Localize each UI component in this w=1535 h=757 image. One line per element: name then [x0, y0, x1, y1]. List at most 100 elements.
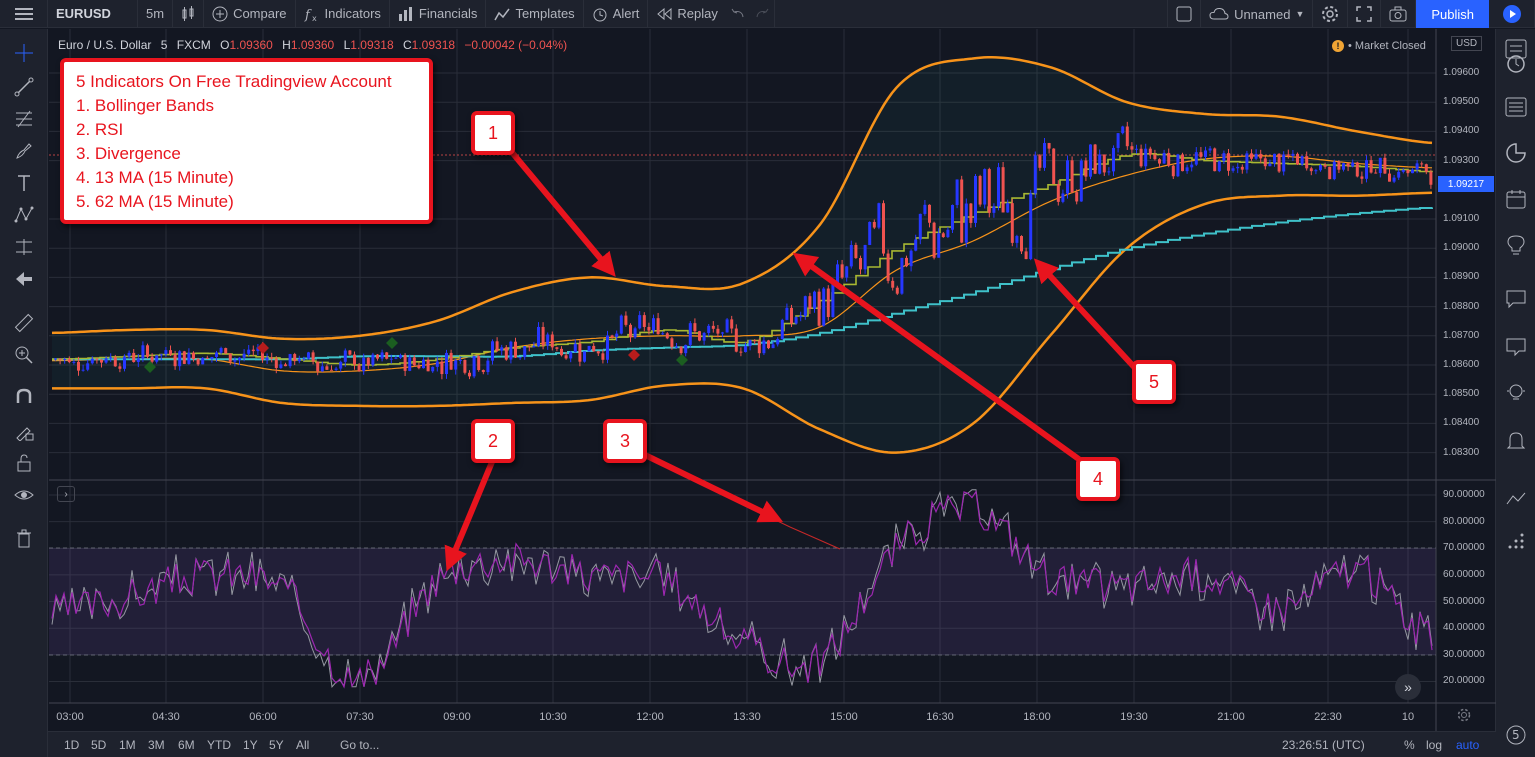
- scroll-to-realtime-button[interactable]: »: [1395, 674, 1421, 700]
- fib-tool-icon[interactable]: [12, 107, 36, 131]
- settings-button[interactable]: [1313, 0, 1349, 28]
- arrow-left-icon[interactable]: [12, 267, 36, 291]
- candle: [955, 179, 959, 205]
- candle: [937, 233, 941, 258]
- text-tool-icon[interactable]: [12, 171, 36, 195]
- candle: [233, 360, 237, 362]
- eye-icon[interactable]: [12, 483, 36, 507]
- candle: [1158, 159, 1161, 164]
- timeframe-button[interactable]: 1M: [119, 738, 136, 752]
- signal-diamond: [676, 354, 688, 366]
- trend-line-icon[interactable]: [12, 75, 36, 99]
- dots-grid-icon[interactable]: [1504, 529, 1528, 553]
- calendar-icon[interactable]: [1504, 187, 1528, 211]
- unlock-icon[interactable]: [12, 451, 36, 475]
- timeframe-button[interactable]: YTD: [207, 738, 231, 752]
- lightbulb-icon[interactable]: [1504, 233, 1528, 257]
- alarm-clock-icon[interactable]: [1504, 51, 1528, 75]
- watchlist-icon[interactable]: [1504, 37, 1528, 61]
- financials-button[interactable]: Financials: [390, 0, 487, 28]
- candle: [1052, 148, 1056, 185]
- stream-button[interactable]: [1489, 0, 1535, 28]
- currency-badge[interactable]: USD: [1451, 36, 1483, 51]
- candle: [964, 203, 968, 243]
- symbol-legend[interactable]: Euro / U.S. Dollar 5 FXCM O1.09360 H1.09…: [58, 38, 567, 52]
- undo-button[interactable]: [726, 0, 750, 28]
- percent-toggle[interactable]: %: [1404, 738, 1415, 752]
- chart-type-button[interactable]: [173, 0, 205, 28]
- candle: [1222, 153, 1226, 162]
- bollinger-lower-line: [52, 191, 1433, 454]
- candle: [1121, 126, 1125, 134]
- messages-icon[interactable]: [1504, 335, 1528, 359]
- trash-icon[interactable]: [12, 527, 36, 551]
- zoom-in-icon[interactable]: [12, 343, 36, 367]
- price-axis-label: 1.09100: [1443, 213, 1480, 224]
- candle: [1346, 163, 1350, 167]
- layout-select-button[interactable]: [1167, 0, 1202, 28]
- candle: [1107, 171, 1111, 173]
- magnet-icon[interactable]: [12, 385, 36, 409]
- trend-arrow-icon[interactable]: [1504, 487, 1528, 511]
- rsi-axis-label: 50.00000: [1443, 595, 1485, 607]
- time-axis-label: 16:30: [926, 711, 954, 723]
- crosshair-icon[interactable]: [12, 41, 36, 65]
- timeframe-button[interactable]: 1Y: [243, 738, 258, 752]
- hotlist-icon[interactable]: [1504, 141, 1528, 165]
- open-label: O: [220, 38, 230, 52]
- chat-icon[interactable]: [1504, 287, 1528, 311]
- drawing-toolbar: [0, 29, 48, 757]
- market-status-label: • Market Closed: [1348, 40, 1426, 52]
- redo-button[interactable]: [750, 0, 775, 28]
- timeframe-button[interactable]: 5Y: [269, 738, 284, 752]
- symbol-search-button[interactable]: EURUSD: [48, 0, 138, 28]
- alert-button[interactable]: Alert: [584, 0, 649, 28]
- compare-button[interactable]: Compare: [204, 0, 296, 28]
- redo-icon: [756, 8, 769, 17]
- ideas-icon[interactable]: [1504, 381, 1528, 405]
- ruler-icon[interactable]: [12, 311, 36, 335]
- utc-clock[interactable]: 23:26:51 (UTC): [1282, 738, 1365, 752]
- rsi-axis-label: 40.00000: [1443, 622, 1485, 634]
- brush-icon[interactable]: [12, 139, 36, 163]
- annotation-marker-3: 3: [603, 419, 647, 463]
- save-layout-button[interactable]: Unnamed ▼: [1201, 0, 1314, 28]
- timeframe-button[interactable]: 1D: [64, 738, 80, 752]
- candle: [1020, 236, 1023, 252]
- goto-button[interactable]: Go to...: [340, 738, 380, 752]
- timeframe-button[interactable]: 3M: [148, 738, 165, 752]
- candle: [872, 221, 876, 228]
- time-axis-label: 07:30: [346, 711, 374, 723]
- timeframe-button[interactable]: All: [296, 738, 310, 752]
- candle: [665, 333, 669, 339]
- market-status[interactable]: ! • Market Closed: [1332, 40, 1426, 52]
- pattern-tool-icon[interactable]: [12, 203, 36, 227]
- snapshot-button[interactable]: [1381, 0, 1417, 28]
- prediction-tool-icon[interactable]: [12, 235, 36, 259]
- candle: [77, 361, 80, 371]
- annotation-marker-1: 1: [471, 111, 515, 155]
- notifications-bell-icon[interactable]: [1504, 429, 1528, 453]
- fullscreen-button[interactable]: [1348, 0, 1382, 28]
- data-window-icon[interactable]: [1504, 95, 1528, 119]
- menu-button[interactable]: [0, 0, 48, 28]
- lock-drawing-icon[interactable]: [12, 419, 36, 443]
- replay-button[interactable]: Replay: [648, 0, 725, 28]
- templates-label: Templates: [515, 6, 575, 21]
- publish-button[interactable]: Publish: [1416, 0, 1489, 28]
- templates-button[interactable]: Templates: [486, 0, 584, 28]
- timeframe-button[interactable]: 5D: [91, 738, 107, 752]
- auto-toggle[interactable]: auto: [1456, 738, 1480, 752]
- candle: [311, 352, 315, 362]
- log-toggle[interactable]: log: [1426, 738, 1443, 752]
- candle: [1070, 160, 1074, 193]
- timeframe-button[interactable]: 6M: [178, 738, 195, 752]
- interval-button[interactable]: 5m: [138, 0, 174, 28]
- annotation-arrow: [507, 148, 616, 277]
- help-icon[interactable]: 5: [1504, 723, 1528, 747]
- candle: [1291, 153, 1295, 156]
- candle: [1043, 143, 1046, 168]
- collapse-pane-button[interactable]: ›: [57, 486, 75, 502]
- axis-settings-button[interactable]: [1457, 708, 1471, 727]
